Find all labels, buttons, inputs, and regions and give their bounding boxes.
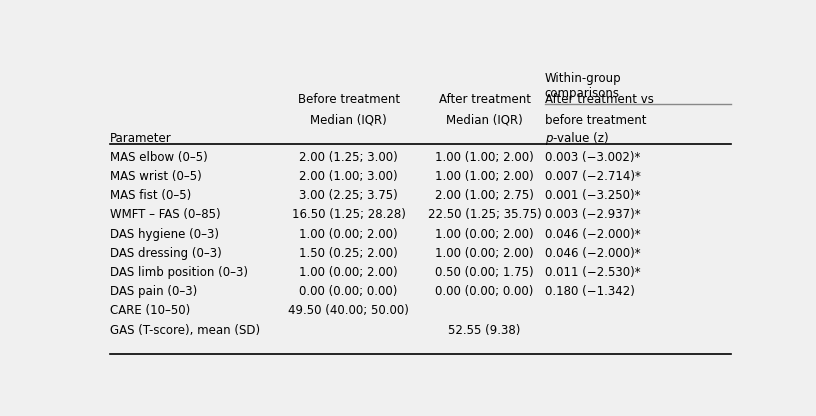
- Text: 1.00 (0.00; 2.00): 1.00 (0.00; 2.00): [435, 228, 534, 240]
- Text: 1.00 (1.00; 2.00): 1.00 (1.00; 2.00): [435, 170, 534, 183]
- Text: 1.00 (0.00; 2.00): 1.00 (0.00; 2.00): [299, 228, 398, 240]
- Text: 1.00 (1.00; 2.00): 1.00 (1.00; 2.00): [435, 151, 534, 164]
- Text: Before treatment: Before treatment: [298, 93, 400, 106]
- Text: CARE (10–50): CARE (10–50): [109, 305, 190, 317]
- Text: DAS hygiene (0–3): DAS hygiene (0–3): [109, 228, 219, 240]
- Text: 0.50 (0.00; 1.75): 0.50 (0.00; 1.75): [435, 266, 534, 279]
- Text: 49.50 (40.00; 50.00): 49.50 (40.00; 50.00): [288, 305, 409, 317]
- Text: MAS wrist (0–5): MAS wrist (0–5): [109, 170, 202, 183]
- Text: 0.00 (0.00; 0.00): 0.00 (0.00; 0.00): [299, 285, 398, 298]
- Text: 3.00 (2.25; 3.75): 3.00 (2.25; 3.75): [299, 189, 398, 202]
- Text: GAS (T-score), mean (SD): GAS (T-score), mean (SD): [109, 324, 259, 337]
- Text: DAS pain (0–3): DAS pain (0–3): [109, 285, 197, 298]
- Text: 0.046 (−2.000)*: 0.046 (−2.000)*: [545, 247, 641, 260]
- Text: -value (z): -value (z): [553, 131, 609, 145]
- Text: 1.50 (0.25; 2.00): 1.50 (0.25; 2.00): [299, 247, 398, 260]
- Text: 2.00 (1.00; 3.00): 2.00 (1.00; 3.00): [299, 170, 398, 183]
- Text: WMFT – FAS (0–85): WMFT – FAS (0–85): [109, 208, 220, 221]
- Text: 2.00 (1.00; 2.75): 2.00 (1.00; 2.75): [435, 189, 534, 202]
- Text: Parameter: Parameter: [109, 131, 171, 145]
- Text: DAS dressing (0–3): DAS dressing (0–3): [109, 247, 221, 260]
- Text: After treatment: After treatment: [439, 93, 530, 106]
- Text: Median (IQR): Median (IQR): [446, 114, 523, 127]
- Text: 1.00 (0.00; 2.00): 1.00 (0.00; 2.00): [299, 266, 398, 279]
- Text: 0.003 (−3.002)*: 0.003 (−3.002)*: [545, 151, 640, 164]
- Text: before treatment: before treatment: [545, 114, 646, 127]
- Text: 0.00 (0.00; 0.00): 0.00 (0.00; 0.00): [436, 285, 534, 298]
- Text: 0.046 (−2.000)*: 0.046 (−2.000)*: [545, 228, 641, 240]
- Text: DAS limb position (0–3): DAS limb position (0–3): [109, 266, 247, 279]
- Text: MAS fist (0–5): MAS fist (0–5): [109, 189, 191, 202]
- Text: MAS elbow (0–5): MAS elbow (0–5): [109, 151, 207, 164]
- Text: Within-group
comparisons: Within-group comparisons: [545, 72, 621, 100]
- Text: 16.50 (1.25; 28.28): 16.50 (1.25; 28.28): [291, 208, 406, 221]
- Text: 22.50 (1.25; 35.75): 22.50 (1.25; 35.75): [428, 208, 542, 221]
- Text: 0.007 (−2.714)*: 0.007 (−2.714)*: [545, 170, 641, 183]
- Text: Median (IQR): Median (IQR): [310, 114, 387, 127]
- Text: 0.001 (−3.250)*: 0.001 (−3.250)*: [545, 189, 641, 202]
- Text: 0.003 (−2.937)*: 0.003 (−2.937)*: [545, 208, 641, 221]
- Text: 52.55 (9.38): 52.55 (9.38): [449, 324, 521, 337]
- Text: p: p: [545, 131, 552, 145]
- Text: 2.00 (1.25; 3.00): 2.00 (1.25; 3.00): [299, 151, 398, 164]
- Text: 1.00 (0.00; 2.00): 1.00 (0.00; 2.00): [435, 247, 534, 260]
- Text: 0.180 (−1.342): 0.180 (−1.342): [545, 285, 635, 298]
- Text: After treatment vs: After treatment vs: [545, 93, 654, 106]
- Text: 0.011 (−2.530)*: 0.011 (−2.530)*: [545, 266, 641, 279]
